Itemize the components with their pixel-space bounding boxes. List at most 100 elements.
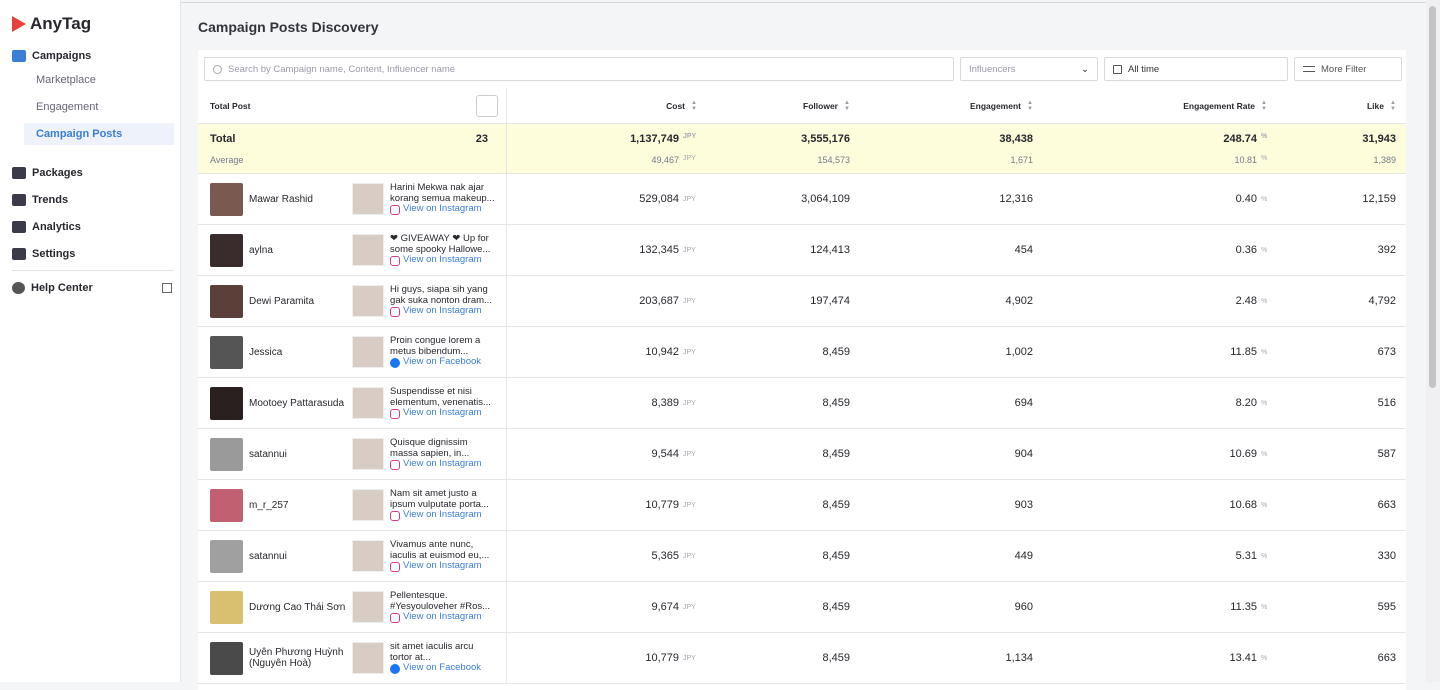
value-cell: 11.85% xyxy=(1043,327,1277,377)
nav-label: Trends xyxy=(32,194,69,206)
sub-nav-item[interactable]: Campaign Posts xyxy=(24,123,174,145)
sort-button[interactable]: ▲ ▼ xyxy=(1261,99,1267,112)
value-cell-value: 4,902 xyxy=(1005,295,1033,307)
average-line: 1,671 xyxy=(1010,155,1033,165)
value-cell-value: 8,459 xyxy=(822,550,850,562)
value-cell-wrap: 10.69% xyxy=(1229,448,1267,460)
value-cell-value: 587 xyxy=(1377,448,1396,460)
value-cell: 529,084 JPY xyxy=(507,174,707,224)
influencer-select[interactable]: Influencers ⌄ xyxy=(960,57,1098,81)
header-row: Total Post Cost ▲ ▼ Follower ▲ ▼ Engagement ▲ ▼ En… xyxy=(198,88,1406,124)
post-row: Dewi Paramita Hi guys, siapa sih yang gak… xyxy=(198,276,1406,327)
period-select[interactable]: All time xyxy=(1104,57,1288,81)
header-label: Cost xyxy=(666,100,685,111)
more-filter[interactable]: More Filter xyxy=(1294,57,1402,81)
value-cell-wrap: 10,779 JPY xyxy=(645,499,697,511)
unit: % xyxy=(1261,501,1268,509)
post-thumbnail xyxy=(352,591,385,623)
sort-button[interactable]: ▲ ▼ xyxy=(691,99,697,112)
post-link[interactable]: View on Instagram xyxy=(390,561,496,572)
nav-item[interactable]: Settings xyxy=(12,244,75,264)
post-link[interactable]: View on Instagram xyxy=(390,459,496,470)
post-caption: Pellentesque. #Yesyouloveher #Ros... View… xyxy=(390,591,496,623)
post-link[interactable]: View on Instagram xyxy=(390,408,496,419)
post-link[interactable]: View on Instagram xyxy=(390,510,496,521)
total-line: 248.74% xyxy=(1223,133,1267,145)
avatar xyxy=(210,641,243,675)
sub-nav-item[interactable]: Marketplace xyxy=(36,74,96,86)
nav-item[interactable]: Campaigns xyxy=(12,46,91,66)
settings-button[interactable] xyxy=(476,94,498,117)
help-center[interactable]: Help Center xyxy=(12,278,172,298)
value-cell: 8,459 xyxy=(707,633,860,683)
value-cell: 3,064,109 xyxy=(707,174,860,224)
value-cell-wrap: 4,902 xyxy=(1005,295,1033,307)
value-cell-wrap: 2.48% xyxy=(1236,295,1268,307)
post-cell: Dương Cao Thái Sơn Pellentesque. #Yesyoul… xyxy=(198,582,507,632)
total-line: Total 23 xyxy=(210,133,496,145)
post-link[interactable]: View on Facebook xyxy=(390,663,496,674)
value-cell-value: 3,064,109 xyxy=(801,193,850,205)
summary-cell: 31,943 1,389 xyxy=(1277,124,1406,173)
unit: JPY xyxy=(683,195,696,203)
search-box[interactable]: Search by Campaign name, Content, Influe… xyxy=(204,57,954,81)
sort-button[interactable]: ▲ ▼ xyxy=(1390,99,1396,112)
value-cell-wrap: 8,459 xyxy=(822,499,850,511)
value-cell: 9,544 JPY xyxy=(507,429,707,479)
nav-item[interactable]: Trends xyxy=(12,190,68,210)
unit: JPY xyxy=(683,154,696,162)
select-label: Influencers xyxy=(969,63,1016,75)
post-cell: m_r_257 Nam sit amet justo a ipsum vulput… xyxy=(198,480,507,530)
value-cell: 8,459 xyxy=(707,531,860,581)
sort-button[interactable]: ▲ ▼ xyxy=(1027,99,1033,112)
header-label: Engagement xyxy=(969,100,1021,111)
header-cell: Cost ▲ ▼ xyxy=(507,88,707,123)
value-cell: 203,687 JPY xyxy=(507,276,707,326)
value-cell: 8,459 xyxy=(707,429,860,479)
value-cell-value: 8,459 xyxy=(822,346,850,358)
caption-text: Pellentesque. #Yesyouloveher #Ros... xyxy=(390,591,491,612)
value-cell-value: 10,779 xyxy=(645,652,679,664)
value-cell: 960 xyxy=(860,582,1043,632)
value-cell-wrap: 663 xyxy=(1378,652,1396,664)
value-cell-value: 673 xyxy=(1377,346,1396,358)
platform-icon xyxy=(390,612,401,623)
platform-icon xyxy=(390,408,401,419)
nav-item[interactable]: Analytics xyxy=(12,217,81,237)
nav-item[interactable]: Packages xyxy=(12,163,83,183)
value-cell-value: 9,674 xyxy=(651,601,679,613)
post-link[interactable]: View on Instagram xyxy=(390,306,496,317)
value-cell-wrap: 8,459 xyxy=(822,397,850,409)
link-text: View on Instagram xyxy=(403,254,482,266)
unit: % xyxy=(1261,603,1268,611)
post-link[interactable]: View on Facebook xyxy=(390,357,496,368)
post-row: satannui Vivamus ante nunc, iaculis at eu… xyxy=(198,531,1406,582)
value-cell: 330 xyxy=(1277,531,1406,581)
post-row: aylna ❤ GIVEAWAY ❤ Up for some spooky Hal… xyxy=(198,225,1406,276)
header-label: Follower xyxy=(803,100,838,111)
post-caption: Hi guys, siapa sih yang gak suka nonton … xyxy=(390,285,496,317)
nav-label: Campaigns xyxy=(32,50,92,62)
platform-icon xyxy=(390,255,401,266)
help-icon xyxy=(12,282,25,294)
logo-icon xyxy=(12,16,26,32)
value-cell: 4,792 xyxy=(1277,276,1406,326)
unit: JPY xyxy=(683,132,697,140)
post-caption: Proin congue lorem a metus bibendum... Vi… xyxy=(390,336,496,368)
post-link[interactable]: View on Instagram xyxy=(390,204,496,215)
value-cell-wrap: 8,459 xyxy=(822,550,850,562)
nav-label: Packages xyxy=(32,167,83,179)
value-cell-value: 0.36 xyxy=(1235,244,1257,256)
sort-button[interactable]: ▲ ▼ xyxy=(844,99,850,112)
post-link[interactable]: View on Instagram xyxy=(390,255,496,266)
post-link[interactable]: View on Instagram xyxy=(390,612,496,623)
logo: AnyTag xyxy=(12,14,91,34)
value-cell-wrap: 0.40% xyxy=(1236,193,1268,205)
average-line: 10.81% xyxy=(1234,155,1267,165)
value-cell-value: 197,474 xyxy=(810,295,850,307)
sub-nav-item[interactable]: Engagement xyxy=(36,101,99,113)
header-cell: Total Post xyxy=(198,88,507,123)
link-text: View on Instagram xyxy=(403,560,482,572)
value-cell-value: 330 xyxy=(1377,550,1396,562)
